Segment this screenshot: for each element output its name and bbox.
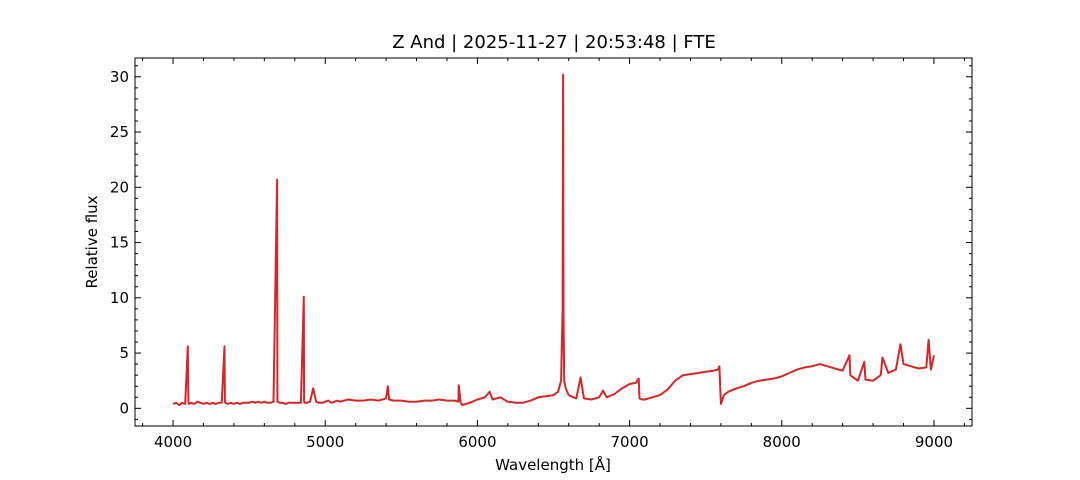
y-tick-label: 5 bbox=[119, 344, 129, 362]
y-axis: 0 5 10 15 20 25 30 bbox=[110, 65, 972, 420]
x-tick-label: 5000 bbox=[306, 433, 344, 451]
axes-frame bbox=[134, 57, 973, 427]
x-tick-label: 4000 bbox=[154, 433, 192, 451]
spectrum-series-line bbox=[172, 73, 935, 406]
x-tick-label: 6000 bbox=[458, 433, 496, 451]
x-tick-label: 9000 bbox=[915, 433, 953, 451]
y-tick-label: 0 bbox=[119, 399, 129, 417]
y-tick-label: 30 bbox=[110, 68, 129, 86]
x-tick-label: 7000 bbox=[610, 433, 648, 451]
y-tick-label: 25 bbox=[110, 123, 129, 141]
series-layer bbox=[172, 73, 935, 406]
x-axis: 4000 5000 6000 7000 8000 9000 bbox=[142, 58, 965, 451]
y-axis-label: Relative flux bbox=[83, 195, 101, 288]
plot-area bbox=[134, 57, 973, 427]
x-axis-label: Wavelength [Å] bbox=[495, 455, 611, 474]
y-tick-label: 10 bbox=[110, 289, 129, 307]
y-tick-label: 20 bbox=[110, 178, 129, 196]
chart-title: Z And | 2025-11-27 | 20:53:48 | FTE bbox=[392, 32, 716, 53]
y-tick-label: 15 bbox=[110, 234, 129, 252]
x-tick-label: 8000 bbox=[763, 433, 801, 451]
